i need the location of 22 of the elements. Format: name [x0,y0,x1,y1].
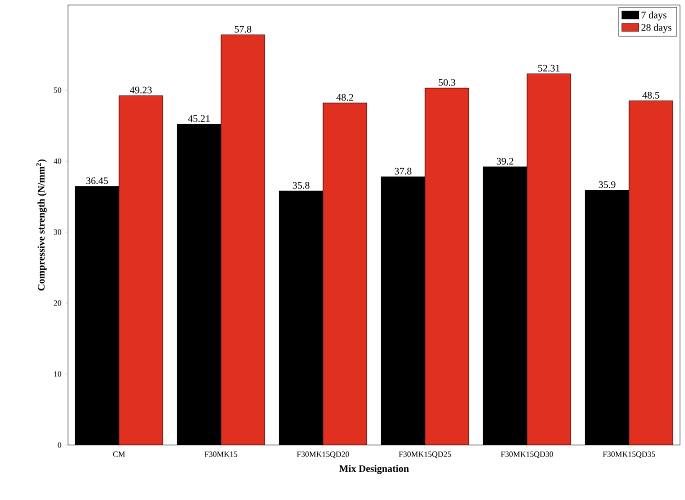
bar [323,102,367,445]
data-label: 37.8 [394,168,412,175]
data-label: 50.3 [438,79,456,86]
data-label: 48.2 [336,94,354,101]
data-label: 52.31 [538,64,560,72]
bar [221,34,265,445]
bar [527,74,571,445]
x-axis-title: Mix Designation [339,464,409,474]
legend-label: 7 days [642,11,666,20]
bar [119,96,163,445]
bar [425,88,469,445]
data-label: 45.21 [188,115,210,122]
data-label: 49.23 [130,86,152,94]
legend-label: 28 days [641,24,672,33]
data-label: 48.5 [642,92,660,99]
data-label: 39.2 [496,158,514,165]
data-label: 35.9 [598,181,616,188]
data-label: 36.45 [86,177,108,184]
bar [628,100,674,445]
data-label: 57.8 [234,26,252,33]
y-axis-title: Compressive strength (N/mm$^{2}$) [36,159,47,291]
data-label: 35.8 [292,182,310,189]
